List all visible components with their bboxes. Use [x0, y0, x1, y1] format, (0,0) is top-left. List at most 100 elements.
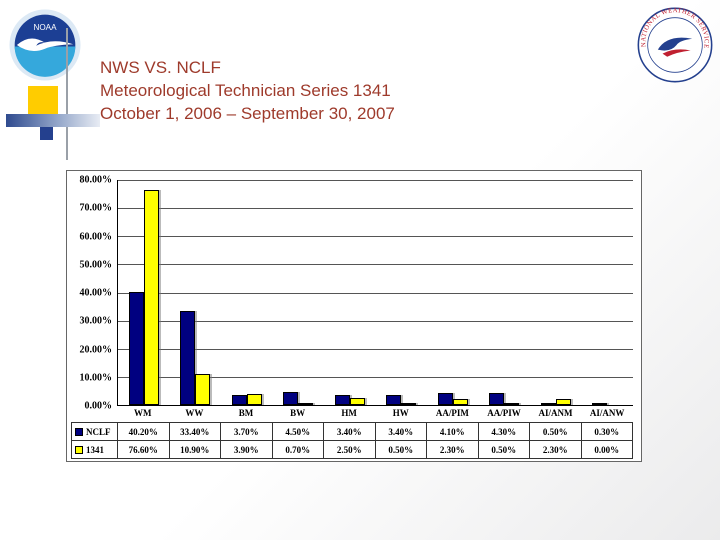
table-value-cell: 3.70% [221, 423, 273, 441]
x-axis-label: HW [392, 408, 409, 418]
table-value-cell: 3.40% [375, 423, 427, 441]
slide-title: NWS VS. NCLF Meteorological Technician S… [100, 56, 395, 125]
bar-NCLF [231, 394, 247, 405]
table-value-cell: 4.30% [478, 423, 530, 441]
bar-group [427, 180, 479, 405]
bar-group [273, 180, 325, 405]
title-line-2: Meteorological Technician Series 1341 [100, 81, 391, 100]
table-value-cell: 40.20% [118, 423, 170, 441]
y-axis-tick-label: 30.00% [79, 315, 113, 327]
bar-NCLF [386, 395, 402, 405]
table-value-cell: 0.50% [530, 423, 582, 441]
x-axis-label: AI/ANW [589, 408, 625, 418]
table-value-cell: 2.30% [427, 441, 479, 459]
table-value-cell: 76.60% [118, 441, 170, 459]
data-table-row-NCLF: NCLF 40.20% 33.40% 3.70% 4.50% 3.40% 3.40% 4.10… [72, 423, 633, 441]
table-value-cell: 0.00% [581, 441, 633, 459]
bar-group [324, 180, 376, 405]
bar-NCLF [334, 395, 350, 405]
bar-NCLF [437, 393, 453, 405]
bar-1341 [349, 397, 365, 405]
table-value-cell: 0.30% [581, 423, 633, 441]
x-axis-label: AA/PIM [435, 408, 469, 418]
bar-1341 [143, 189, 159, 405]
bar-NCLF [592, 403, 608, 405]
gridline [118, 292, 633, 294]
bar-chart: 80.00% 70.00% 60.00% 50.00% 40.00% 30.00% 20.0… [66, 170, 642, 462]
noaa-gull-icon [16, 38, 74, 51]
title-line-1: NWS VS. NCLF [100, 58, 221, 77]
table-value-cell: 10.90% [169, 441, 221, 459]
bar-1341 [298, 403, 314, 405]
bar-group [582, 180, 634, 405]
noaa-sea [14, 46, 76, 77]
chart-data-table: NCLF 40.20% 33.40% 3.70% 4.50% 3.40% 3.40% 4.10… [71, 422, 633, 459]
nws-logo: NATIONAL WEATHER SERVICE [637, 7, 713, 83]
bar-group [376, 180, 428, 405]
chart-plot-area [117, 180, 633, 406]
table-value-cell: 0.50% [375, 441, 427, 459]
bar-1341 [195, 374, 211, 405]
legend-NCLF: NCLF [72, 423, 118, 441]
table-value-cell: 4.10% [427, 423, 479, 441]
chart-plot-row: 80.00% 70.00% 60.00% 50.00% 40.00% 30.00% 20.0… [71, 175, 633, 412]
legend-label: NCLF [86, 426, 111, 437]
table-value-cell: 3.40% [324, 423, 376, 441]
bar-1341 [246, 394, 262, 405]
decorative-gradient-bar [6, 114, 100, 127]
table-value-cell: 2.50% [324, 441, 376, 459]
title-line-3: October 1, 2006 – September 30, 2007 [100, 104, 395, 123]
gridline [118, 180, 633, 181]
y-axis-tick-label: 20.00% [79, 344, 113, 355]
bar-NCLF [489, 392, 505, 405]
gridline [118, 320, 633, 322]
table-value-cell: 0.70% [272, 441, 324, 459]
legend-label: 1341 [86, 444, 104, 455]
gridline [118, 348, 633, 350]
noaa-logo: NOAA [9, 9, 81, 81]
y-axis-tick-label: 40.00% [79, 287, 113, 299]
bar-1341 [452, 398, 468, 405]
x-axis-label: WW [185, 408, 204, 418]
gridline [118, 376, 633, 378]
table-value-cell: 3.90% [221, 441, 273, 459]
x-axis-label: BM [238, 408, 254, 418]
legend-1341: 1341 [72, 441, 118, 459]
gridline [118, 208, 633, 210]
bar-1341 [401, 403, 417, 405]
bar-group [479, 180, 531, 405]
y-axis-tick-label: 50.00% [79, 259, 113, 271]
bar-NCLF [180, 311, 196, 405]
legend-swatch [75, 427, 83, 436]
bar-NCLF [128, 291, 144, 405]
nws-swoosh-icon [662, 49, 691, 57]
table-value-cell: 4.50% [272, 423, 324, 441]
x-axis-label: HM [341, 408, 357, 418]
nws-bird-icon [657, 37, 693, 51]
table-value-cell: 33.40% [169, 423, 221, 441]
bar-1341 [504, 403, 520, 405]
decorative-vertical-line [66, 28, 68, 160]
y-axis-tick-label: 0.00% [84, 400, 113, 412]
x-axis-label: WM [134, 408, 152, 418]
y-axis-tick-label: 70.00% [79, 202, 113, 214]
x-axis-label: AI/ANM [538, 408, 573, 418]
decorative-blue-square [40, 127, 53, 140]
x-axis-label: BW [290, 408, 306, 418]
y-axis-tick-label: 80.00% [79, 174, 113, 186]
gridline [118, 264, 633, 266]
table-value-cell: 2.30% [530, 441, 582, 459]
bar-NCLF [283, 392, 299, 405]
x-axis-label: AA/PIW [487, 408, 521, 418]
bar-group [530, 180, 582, 405]
decorative-yellow-square [28, 86, 58, 116]
y-axis-tick-label: 60.00% [79, 231, 113, 242]
data-table-row-1341: 1341 76.60% 10.90% 3.90% 0.70% 2.50% 0.50% 2.30… [72, 441, 633, 459]
y-axis-tick-label: 10.00% [79, 372, 113, 384]
gridline [118, 236, 633, 238]
bar-group [170, 180, 222, 405]
legend-swatch [75, 445, 83, 454]
chart-x-labels: WM WW BM BW HM HW AA/PIM AA/PIW AI/ANM AI/ANW [117, 406, 633, 422]
bar-NCLF [540, 403, 556, 405]
